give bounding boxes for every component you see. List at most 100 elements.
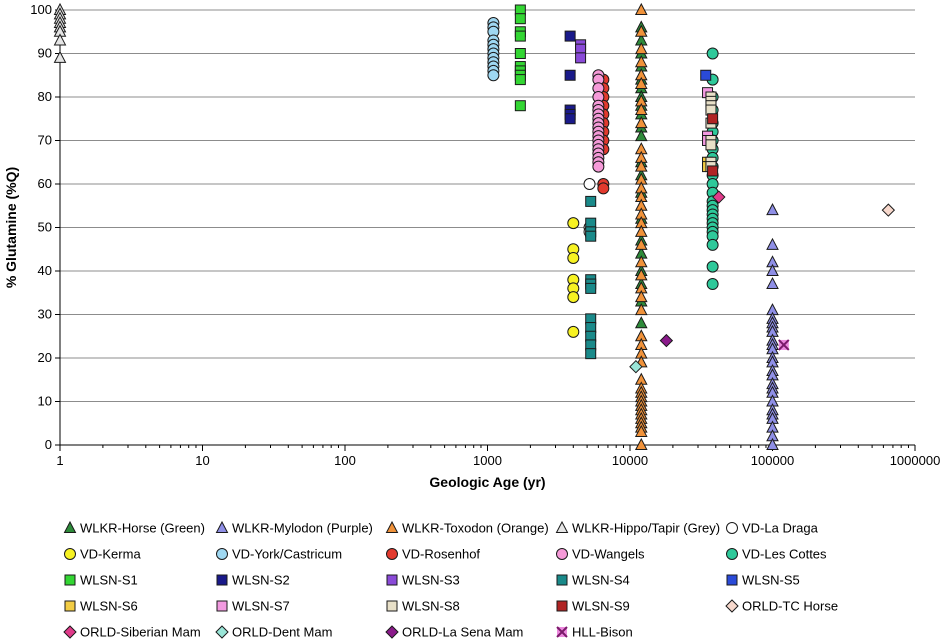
series-3 <box>53 2 67 63</box>
series-1 <box>766 203 779 450</box>
axes <box>55 9 916 451</box>
y-tick-label: 100 <box>30 2 52 17</box>
x-tick-labels: 1 10 100 1000 10000 100000 1000000 <box>56 453 940 468</box>
legend-item: WLKR-Mylodon (Purple) <box>215 520 373 536</box>
data-point <box>705 139 717 151</box>
data-point <box>567 217 580 230</box>
data-point <box>706 47 719 60</box>
legend-item: HLL-Bison <box>556 625 633 640</box>
data-point <box>634 116 648 129</box>
legend-label: ORLD-TC Horse <box>742 599 838 614</box>
data-point <box>585 195 597 207</box>
legend-item: WLSN-S5 <box>726 573 800 588</box>
legend-marker <box>386 600 398 612</box>
legend-label: WLKR-Mylodon (Purple) <box>232 521 373 536</box>
legend-item: VD-La Draga <box>726 521 819 536</box>
data-point <box>567 251 580 264</box>
legend-item: ORLD-Siberian Mam <box>63 625 201 640</box>
series-6 <box>487 17 500 82</box>
legend-label: WLSN-S8 <box>402 599 460 614</box>
legend-marker <box>215 520 229 533</box>
data-point <box>564 30 576 42</box>
data-point <box>629 359 643 374</box>
legend-label: VD-Kerma <box>80 547 141 562</box>
data-point <box>881 203 896 217</box>
legend-item: WLSN-S7 <box>216 599 290 614</box>
legend-label: WLSN-S4 <box>572 573 630 588</box>
y-tick-label: 30 <box>38 307 52 322</box>
legend-marker <box>216 600 228 612</box>
legend-label: WLSN-S3 <box>402 573 460 588</box>
data-point <box>706 278 719 291</box>
data-point <box>634 237 648 250</box>
data-point <box>634 437 648 450</box>
legend-item: WLSN-S3 <box>386 573 460 588</box>
data-point-stroke-b <box>778 339 790 351</box>
data-point <box>634 255 648 268</box>
legend-item: ORLD-La Sena Mam <box>385 625 523 640</box>
data-point <box>634 424 648 437</box>
legend-marker <box>216 574 228 586</box>
y-tick-label: 10 <box>38 394 52 409</box>
legend-item: WLSN-S8 <box>386 599 460 614</box>
legend-marker <box>215 625 229 639</box>
legend-item: WLKR-Toxodon (Orange) <box>385 521 549 536</box>
data-point <box>778 339 790 351</box>
data-point <box>659 333 674 348</box>
data-point <box>634 24 648 37</box>
legend-marker-stroke-b <box>556 626 568 638</box>
legend-item: ORLD-Dent Mam <box>215 625 332 640</box>
data-point <box>634 129 648 142</box>
legend-label: WLKR-Hippo/Tapir (Grey) <box>572 521 720 536</box>
data-point <box>634 2 648 15</box>
series-10 <box>514 4 526 112</box>
x-tick-label: 10000 <box>612 453 648 468</box>
series-14 <box>700 69 712 81</box>
data-point <box>634 224 648 237</box>
legend-marker <box>64 574 76 586</box>
data-point <box>575 52 587 64</box>
data-point <box>487 69 500 82</box>
data-point <box>634 42 648 55</box>
x-tick-label: 100000 <box>751 453 794 468</box>
legend-marker <box>726 574 738 586</box>
data-point <box>514 74 526 86</box>
data-point <box>766 263 779 276</box>
data-point <box>583 178 596 190</box>
data-point <box>567 325 580 338</box>
legend-item: WLKR-Horse (Green) <box>63 521 205 536</box>
y-tick-label: 60 <box>38 176 52 191</box>
legend-marker <box>726 548 738 560</box>
data-point <box>567 291 580 304</box>
y-tick-labels: 0 10 20 30 40 50 60 70 80 90 100 <box>30 2 52 452</box>
legend-marker <box>385 625 399 639</box>
legend-marker <box>386 574 398 586</box>
legend-item: WLKR-Hippo/Tapir (Grey) <box>555 520 720 536</box>
data-point <box>634 290 648 303</box>
legend-item: VD-Kerma <box>64 547 141 562</box>
data-point <box>706 260 719 273</box>
legend-marker <box>726 522 738 534</box>
legend-marker <box>556 574 568 586</box>
data-point <box>514 13 526 25</box>
series-20 <box>712 190 726 204</box>
legend-label: WLKR-Horse (Green) <box>80 521 205 536</box>
data-point <box>766 276 779 290</box>
y-tick-label: 40 <box>38 263 52 278</box>
legend: WLKR-Horse (Green) WLKR-Mylodon (Purple) W… <box>63 520 838 640</box>
legend-marker <box>555 520 569 533</box>
x-tick-label: 1 <box>56 453 63 468</box>
data-point <box>585 348 597 360</box>
x-tick-label: 1000000 <box>890 453 941 468</box>
y-tick-label: 20 <box>38 350 52 365</box>
legend-label: WLSN-S1 <box>80 573 138 588</box>
legend-label: WLKR-Toxodon (Orange) <box>402 521 549 536</box>
series-8 <box>592 69 605 173</box>
y-axis-label: % Glutamine (%Q) <box>3 167 19 288</box>
series-13 <box>585 195 597 360</box>
series-22 <box>659 333 674 348</box>
legend-item: VD-Les Cottes <box>726 547 827 562</box>
x-axis-label: Geologic Age (yr) <box>429 474 545 490</box>
legend-item: ORLD-TC Horse <box>725 599 838 614</box>
legend-label: ORLD-Siberian Mam <box>80 625 201 640</box>
